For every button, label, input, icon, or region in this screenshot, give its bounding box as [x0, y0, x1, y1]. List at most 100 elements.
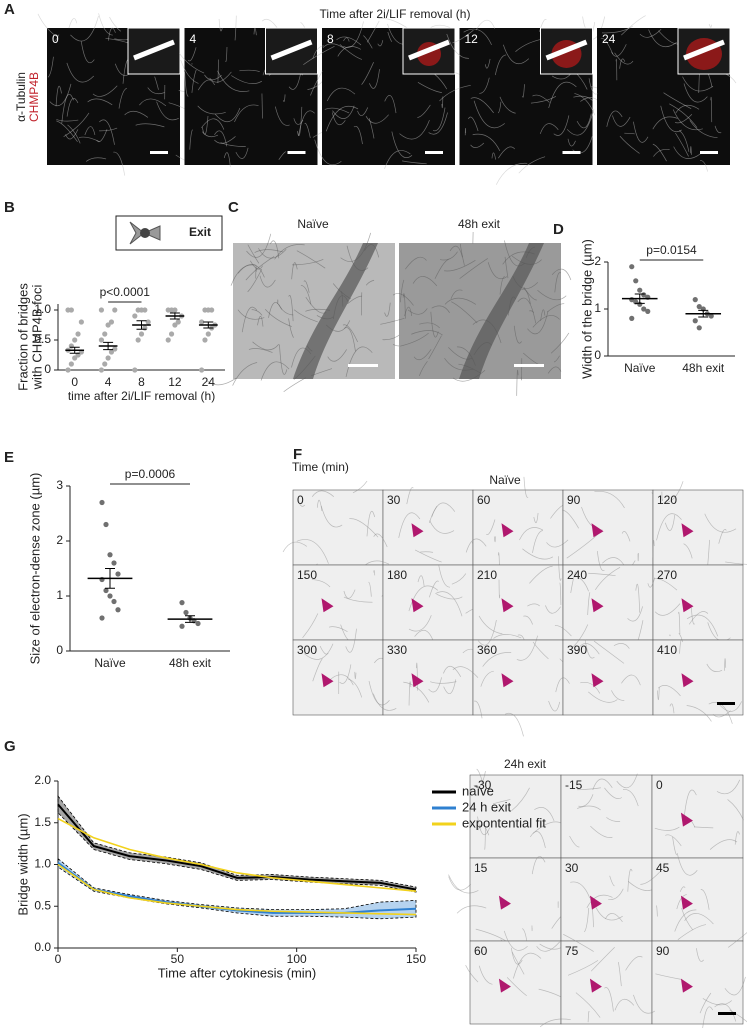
- scale-bar: [700, 151, 718, 154]
- fiber: [724, 658, 727, 671]
- fiber: [214, 136, 236, 144]
- fiber: [473, 700, 483, 719]
- fiber: [497, 101, 502, 114]
- fiber: [234, 104, 259, 123]
- data-line: [57, 863, 417, 916]
- fiber: [675, 132, 689, 157]
- fiber: [619, 58, 626, 69]
- fiber: [477, 619, 497, 646]
- time-label: 360: [477, 643, 497, 657]
- fiber: [443, 679, 457, 694]
- data-point: [108, 319, 115, 325]
- panel-label: E: [4, 449, 14, 466]
- fiber: [248, 348, 273, 353]
- arrowhead: [591, 673, 604, 688]
- fiber: [575, 992, 601, 1018]
- y-tick-label: 2.0: [34, 773, 51, 787]
- fiber: [696, 948, 704, 962]
- time-label: 180: [387, 568, 407, 582]
- fiber: [480, 670, 494, 687]
- time-label: 410: [657, 643, 677, 657]
- image-title: Naïve: [489, 473, 521, 487]
- fiber: [637, 552, 639, 562]
- fiber: [587, 1010, 590, 1023]
- fiber: [546, 539, 569, 548]
- fiber: [398, 512, 421, 538]
- y-tick-label: 0.5: [34, 898, 51, 912]
- fiber: [590, 946, 615, 972]
- fiber: [605, 913, 623, 923]
- fiber: [201, 115, 209, 135]
- data-point: [708, 313, 714, 319]
- fiber: [470, 142, 485, 148]
- fiber: [532, 94, 550, 103]
- time-label: 0: [52, 32, 59, 46]
- fiber: [400, 332, 429, 347]
- data-point: [641, 306, 647, 312]
- fiber: [274, 106, 290, 126]
- fiber: [511, 787, 530, 812]
- fiber: [225, 47, 228, 62]
- fiber: [486, 519, 496, 535]
- data-point: [105, 322, 111, 328]
- data-point: [629, 264, 635, 270]
- fiber: [648, 29, 677, 48]
- fiber: [554, 272, 561, 293]
- fiber: [473, 100, 505, 129]
- fiber: [654, 603, 681, 616]
- data-point: [209, 307, 215, 313]
- fiber: [652, 116, 678, 130]
- fiber: [652, 143, 667, 162]
- fiber: [260, 361, 290, 381]
- y-axis-label: with CHMP4B foci: [29, 285, 44, 391]
- fiber: [387, 23, 404, 45]
- time-label: 0: [297, 493, 304, 507]
- data-point: [68, 361, 74, 367]
- arrowhead: [501, 673, 514, 688]
- fiber: [487, 262, 508, 280]
- fiber: [724, 976, 746, 996]
- fiber: [345, 628, 357, 653]
- fiber: [683, 83, 708, 103]
- fiber: [694, 826, 714, 829]
- fiber: [518, 156, 546, 174]
- fiber: [246, 233, 272, 258]
- fiber: [502, 44, 530, 65]
- y-tick-label: 2: [56, 533, 63, 547]
- fiber: [431, 305, 450, 314]
- inset-bridge: [683, 39, 725, 61]
- scale-bar: [150, 151, 168, 154]
- arrowhead: [411, 523, 424, 538]
- fiber: [331, 112, 346, 126]
- fiber: [283, 94, 286, 102]
- fiber: [716, 779, 741, 795]
- fiber: [205, 377, 237, 386]
- fiber: [446, 33, 469, 59]
- arrowhead: [591, 523, 604, 538]
- arrowhead: [681, 673, 694, 688]
- fiber: [322, 43, 345, 49]
- fiber: [407, 308, 428, 315]
- fiber: [606, 110, 623, 127]
- fiber: [531, 856, 546, 875]
- data-point: [132, 313, 138, 319]
- fiber: [435, 591, 463, 617]
- fiber: [257, 315, 264, 327]
- fiber: [312, 45, 324, 59]
- fiber: [401, 160, 427, 165]
- fiber: [436, 593, 463, 600]
- y-axis-label: Bridge width (µm): [15, 813, 30, 915]
- fiber: [209, 71, 232, 83]
- fiber: [56, 120, 78, 142]
- fiber: [300, 284, 312, 305]
- fiber: [537, 290, 567, 301]
- legend-label: naïve: [462, 783, 494, 798]
- fiber: [343, 21, 364, 48]
- fiber: [702, 1006, 713, 1028]
- fiber: [156, 101, 179, 121]
- fiber: [594, 567, 621, 591]
- fiber: [577, 787, 601, 791]
- data-line: [57, 803, 417, 891]
- movie-frame: [472, 639, 564, 716]
- fiber: [347, 678, 363, 698]
